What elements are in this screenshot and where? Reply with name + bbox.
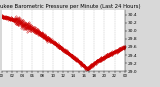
- Title: Milwaukee Barometric Pressure per Minute (Last 24 Hours): Milwaukee Barometric Pressure per Minute…: [0, 4, 141, 9]
